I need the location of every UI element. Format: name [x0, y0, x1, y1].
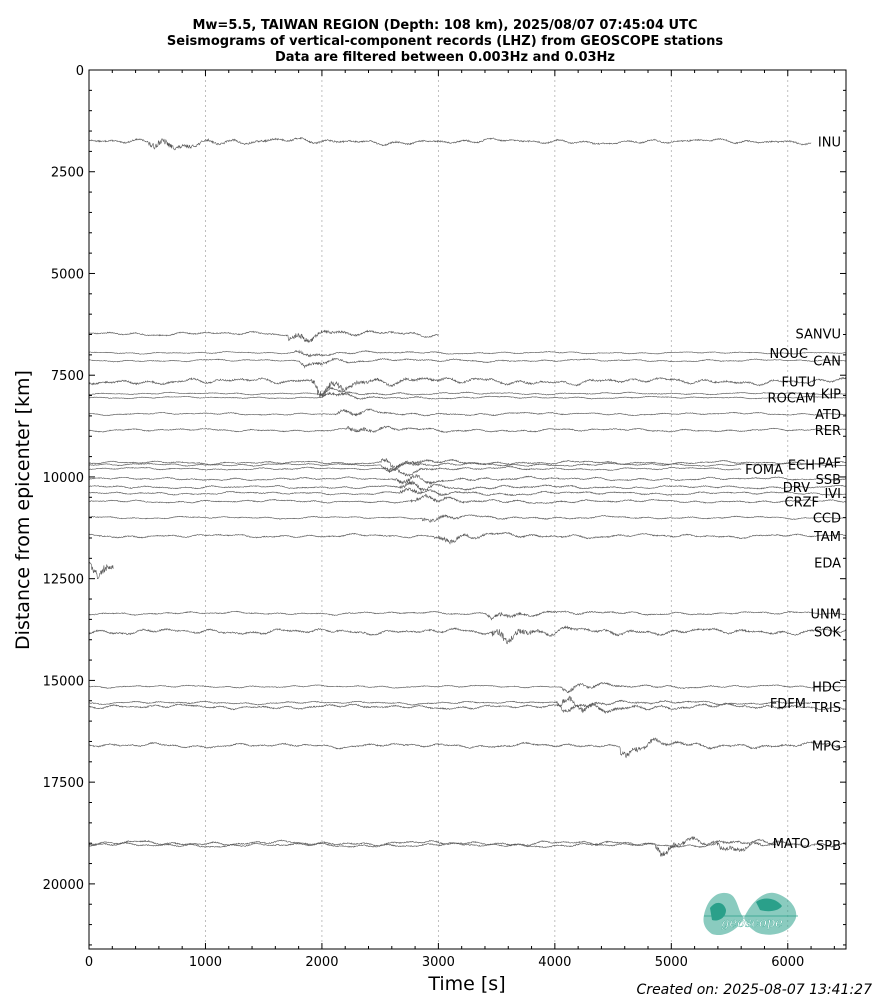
- x-tick-label-5: 5000: [655, 955, 688, 970]
- station-label-ccd: CCD: [813, 512, 841, 527]
- trace-futu: [88, 376, 847, 399]
- x-tick-label-1: 1000: [189, 955, 222, 970]
- trace-ech: [88, 461, 847, 473]
- station-label-tris: TRIS: [811, 701, 841, 716]
- station-label-kip: KIP: [821, 388, 841, 403]
- station-label-ssb: SSB: [816, 473, 841, 488]
- trace-crzf: [88, 493, 847, 505]
- trace-ssb: [88, 474, 847, 485]
- trace-can: [88, 357, 847, 369]
- station-label-foma: FOMA: [745, 463, 783, 478]
- ticks-layer: 0 1000 2000 3000 4000 5000 6000 0 2500 5000 7500 10…: [43, 64, 846, 970]
- trace-tris: [88, 695, 847, 715]
- plot-frame: [88, 69, 847, 950]
- station-label-fdfm: FDFM: [770, 697, 806, 712]
- station-label-spb: SPB: [816, 839, 841, 854]
- geoscope-logo: geoscope: [703, 892, 798, 936]
- station-label-nouc: NOUC: [769, 347, 808, 362]
- created-timestamp: Created on: 2025-08-07 13:41:27: [636, 982, 872, 998]
- chart-title-line-1: Mw=5.5, TAIWAN REGION (Depth: 108 km), 2…: [192, 18, 698, 33]
- station-label-mato: MATO: [773, 837, 810, 852]
- x-axis-label: Time [s]: [427, 973, 505, 995]
- trace-spb: [88, 839, 847, 852]
- station-label-hdc: HDC: [812, 681, 841, 696]
- trace-inu: [88, 136, 812, 151]
- trace-nouc: [89, 349, 847, 358]
- logo-text: geoscope: [721, 916, 783, 931]
- trace-kip: [88, 386, 847, 396]
- trace-unm: [88, 610, 847, 621]
- y-tick-label-7: 17500: [43, 776, 84, 791]
- station-label-sok: SOK: [814, 626, 841, 641]
- trace-sanvu: [88, 329, 439, 344]
- station-label-inu: INU: [818, 136, 841, 151]
- station-label-sanvu: SANVU: [795, 328, 841, 343]
- station-label-mpg: MPG: [812, 740, 841, 755]
- station-label-can: CAN: [813, 355, 841, 370]
- y-tick-label-4: 10000: [43, 471, 84, 486]
- trace-mato: [88, 836, 777, 858]
- x-tick-label-3: 3000: [422, 955, 455, 970]
- y-tick-label-5: 12500: [43, 573, 84, 588]
- station-label-unm: UNM: [811, 607, 841, 622]
- chart-title-line-2: Seismograms of vertical-component record…: [166, 34, 724, 49]
- station-label-paf: PAF: [818, 457, 841, 472]
- trace-drv: [88, 480, 847, 492]
- station-label-ivi: IVI: [824, 487, 841, 502]
- y-tick-label-3: 7500: [51, 369, 84, 384]
- chart-title-line-3: Data are filtered between 0.003Hz and 0.…: [274, 50, 616, 65]
- x-tick-label-2: 2000: [305, 955, 338, 970]
- trace-sok: [88, 625, 847, 645]
- station-label-rocam: ROCAM: [768, 392, 816, 407]
- y-tick-label-0: 0: [76, 64, 84, 79]
- trace-paf: [89, 457, 847, 470]
- y-tick-label-2: 5000: [51, 267, 84, 282]
- trace-tam: [88, 531, 847, 545]
- trace-fdfm: [88, 699, 812, 714]
- traces-layer: [88, 136, 847, 858]
- station-label-ech: ECH: [788, 459, 815, 474]
- station-label-futu: FUTU: [782, 375, 816, 390]
- trace-mpg: [88, 737, 847, 759]
- y-axis-label: Distance from epicenter [km]: [12, 370, 34, 650]
- logo-continent-2: [756, 898, 782, 912]
- station-label-tam: TAM: [813, 530, 841, 545]
- trace-foma: [88, 465, 742, 477]
- station-label-drv: DRV: [783, 481, 810, 496]
- x-tick-label-6: 6000: [771, 955, 804, 970]
- station-label-rer: RER: [815, 424, 841, 439]
- grid-layer: [205, 70, 789, 949]
- x-tick-label-0: 0: [85, 955, 93, 970]
- y-tick-label-1: 2500: [51, 166, 84, 181]
- trace-atd: [88, 408, 846, 417]
- station-label-crzf: CRZF: [785, 495, 820, 510]
- trace-hdc: [89, 682, 847, 694]
- trace-rer: [88, 425, 847, 434]
- y-tick-label-8: 20000: [43, 878, 84, 893]
- station-label-eda: EDA: [814, 556, 841, 571]
- x-tick-label-4: 4000: [538, 955, 571, 970]
- trace-rocam: [88, 391, 846, 400]
- station-label-atd: ATD: [815, 408, 841, 423]
- trace-ccd: [88, 514, 846, 523]
- trace-ivi: [88, 487, 847, 497]
- y-tick-label-6: 15000: [43, 674, 84, 689]
- trace-eda: [88, 561, 114, 579]
